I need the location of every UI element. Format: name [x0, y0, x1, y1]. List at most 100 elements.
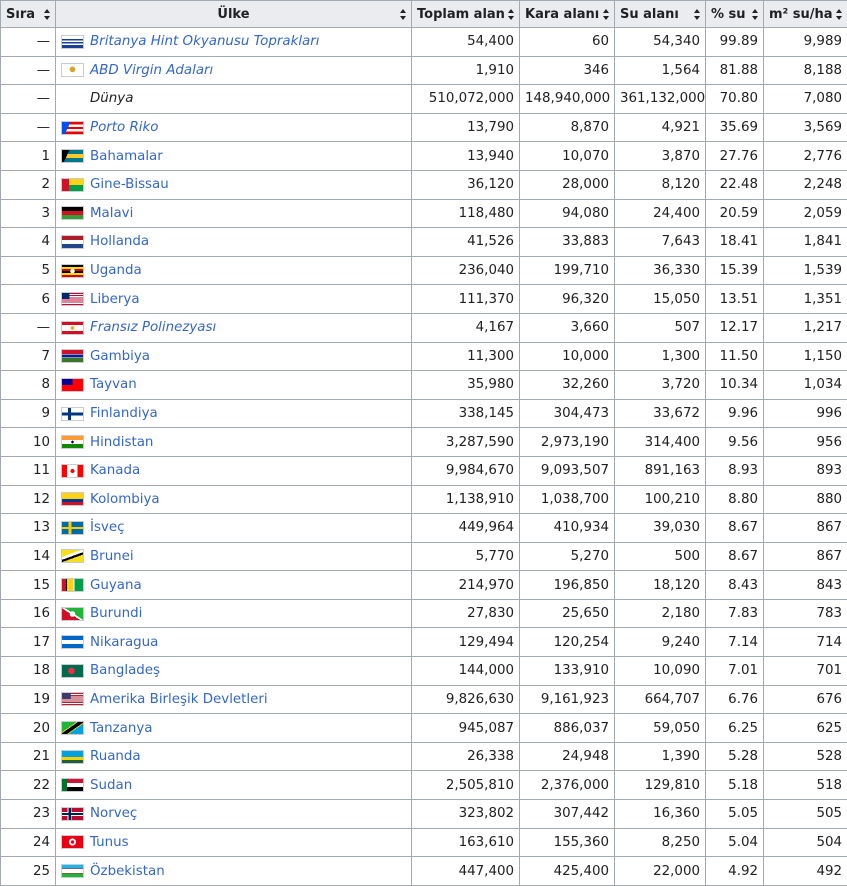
country-link[interactable]: Kolombiya — [90, 492, 160, 507]
water-percent-cell: 8.80 — [706, 485, 764, 514]
country-link[interactable]: Guyana — [90, 578, 142, 593]
water-area-column-header[interactable]: Su alanı — [615, 1, 706, 28]
rank-cell: 2 — [1, 170, 56, 199]
country-link[interactable]: Tayvan — [90, 377, 137, 392]
country-link[interactable]: Liberya — [90, 292, 140, 307]
country-link[interactable]: Brunei — [90, 549, 134, 564]
water-per-hectare-cell: 1,034 — [764, 371, 847, 400]
land-area-column-header[interactable]: Kara alanı — [520, 1, 615, 28]
country-cell-content: Brunei — [61, 543, 406, 571]
country-link[interactable]: Finlandiya — [90, 406, 158, 421]
country-cell: Uganda — [56, 256, 412, 285]
water-per-hectare-cell: 956 — [764, 428, 847, 457]
total-area-cell: 144,000 — [412, 657, 520, 686]
water-percent-column-header[interactable]: % su — [706, 1, 764, 28]
country-link[interactable]: Amerika Birleşik Devletleri — [90, 692, 268, 707]
total-area-cell: 41,526 — [412, 228, 520, 257]
water-area-cell: 2,180 — [615, 599, 706, 628]
rank-cell: 8 — [1, 371, 56, 400]
water-percent-cell: 8.43 — [706, 571, 764, 600]
sort-icon[interactable] — [752, 9, 758, 20]
water-per-hectare-cell: 1,841 — [764, 228, 847, 257]
country-cell: Hollanda — [56, 228, 412, 257]
water-percent-cell: 18.41 — [706, 228, 764, 257]
country-header-label: Ülke — [217, 7, 249, 22]
total-area-cell: 214,970 — [412, 571, 520, 600]
flag-canada-icon — [61, 464, 84, 478]
water-per-hectare-cell: 867 — [764, 542, 847, 571]
water-area-cell: 22,000 — [615, 857, 706, 886]
country-cell-content: Liberya — [61, 285, 406, 313]
country-link[interactable]: Britanya Hint Okyanusu Toprakları — [90, 34, 319, 49]
country-cell-content: Uganda — [61, 257, 406, 285]
country-link[interactable]: Ruanda — [90, 749, 141, 764]
sort-icon[interactable] — [836, 9, 842, 20]
country-link[interactable]: Nikaragua — [90, 635, 158, 650]
rank-cell: 3 — [1, 199, 56, 228]
water-area-cell: 16,360 — [615, 800, 706, 829]
flag-sudan-icon — [61, 778, 84, 792]
sort-icon[interactable] — [603, 9, 609, 20]
water-area-cell: 15,050 — [615, 285, 706, 314]
country-link[interactable]: Bahamalar — [90, 149, 163, 164]
country-cell: Amerika Birleşik Devletleri — [56, 685, 412, 714]
rank-column-header[interactable]: Sıra — [1, 1, 56, 28]
country-link[interactable]: Fransız Polinezyası — [90, 320, 216, 335]
total-area-cell: 236,040 — [412, 256, 520, 285]
country-link[interactable]: ABD Virgin Adaları — [90, 63, 213, 78]
country-link[interactable]: Sudan — [90, 778, 132, 793]
sort-icon[interactable] — [400, 9, 406, 20]
country-cell-content: Tunus — [61, 829, 406, 857]
country-link[interactable]: Gambiya — [90, 349, 150, 364]
land-area-cell: 346 — [520, 56, 615, 85]
country-link[interactable]: Gine-Bissau — [90, 177, 169, 192]
country-link[interactable]: Hollanda — [90, 234, 149, 249]
water-percent-cell: 6.25 — [706, 714, 764, 743]
country-link[interactable]: İsveç — [90, 520, 124, 535]
country-link[interactable]: Kanada — [90, 463, 140, 478]
water-per-hectare-cell: 528 — [764, 742, 847, 771]
sort-icon[interactable] — [694, 9, 700, 20]
rank-cell: 5 — [1, 256, 56, 285]
rank-cell: — — [1, 85, 56, 114]
land-area-cell: 32,260 — [520, 371, 615, 400]
country-link[interactable]: Burundi — [90, 606, 142, 621]
water-percent-cell: 11.50 — [706, 342, 764, 371]
water-per-hectare-column-header[interactable]: m² su/ha — [764, 1, 847, 28]
water-percent-cell: 9.56 — [706, 428, 764, 457]
country-link[interactable]: Uganda — [90, 263, 142, 278]
country-link[interactable]: Tanzanya — [90, 721, 153, 736]
country-link[interactable]: Özbekistan — [90, 864, 165, 879]
land-area-cell: 2,973,190 — [520, 428, 615, 457]
total-area-cell: 118,480 — [412, 199, 520, 228]
country-link[interactable]: Tunus — [90, 835, 129, 850]
country-link[interactable]: Malavi — [90, 206, 133, 221]
country-link[interactable]: Hindistan — [90, 435, 153, 450]
total-area-column-header[interactable]: Toplam alan — [412, 1, 520, 28]
sort-icon[interactable] — [508, 9, 514, 20]
total-area-header-label: Toplam alan — [417, 7, 505, 22]
flag-tunisia-icon — [61, 835, 84, 849]
water-per-hectare-cell: 1,351 — [764, 285, 847, 314]
country-link[interactable]: Bangladeş — [90, 663, 160, 678]
water-percent-cell: 4.92 — [706, 857, 764, 886]
water-area-cell: 664,707 — [615, 685, 706, 714]
rank-cell: 14 — [1, 542, 56, 571]
country-link[interactable]: Norveç — [90, 806, 137, 821]
water-area-cell: 8,120 — [615, 170, 706, 199]
sort-icon[interactable] — [44, 9, 50, 20]
country-link[interactable]: Porto Riko — [90, 120, 158, 135]
water-per-hectare-cell: 880 — [764, 485, 847, 514]
water-area-cell: 24,400 — [615, 199, 706, 228]
country-cell: Brunei — [56, 542, 412, 571]
country-cell: Britanya Hint Okyanusu Toprakları — [56, 28, 412, 57]
total-area-cell: 111,370 — [412, 285, 520, 314]
flag-bahamas-icon — [61, 149, 84, 163]
country-column-header[interactable]: Ülke — [56, 1, 412, 28]
